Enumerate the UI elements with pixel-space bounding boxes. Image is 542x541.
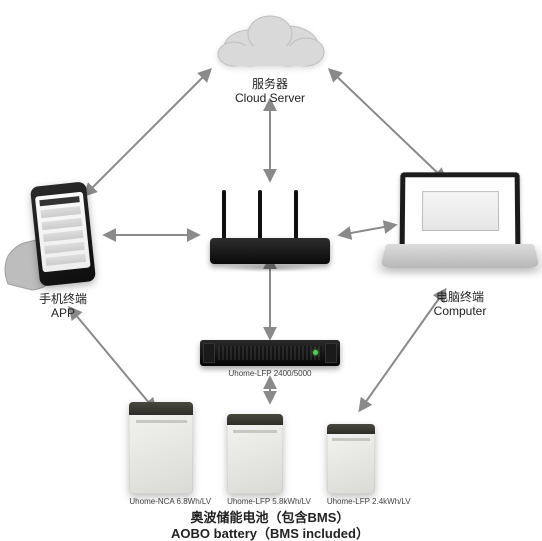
battery-3-icon (327, 424, 375, 494)
cloud-icon (210, 6, 330, 72)
arrow-phone-batteries (70, 308, 155, 410)
batteries-title-en: AOBO battery（BMS included） (110, 526, 430, 541)
diagram-canvas: 服务器 Cloud Server 手机终端 APP 电脑终 (0, 0, 542, 531)
arrow-cloud-laptop (330, 70, 445, 180)
battery-1-icon (129, 402, 193, 494)
cloud-server-node: 服务器 Cloud Server (200, 6, 340, 106)
phone-label-cn: 手机终端 (18, 292, 108, 306)
rack-node: Uhome-LFP 2400/5000 (200, 340, 340, 378)
batteries-node: Uhome-NCA 6.8Wh/LV Uhome-LFP 5.8kWh/LV U… (110, 402, 430, 541)
battery-2-icon (227, 414, 283, 494)
batteries-title-cn: 奥波储能电池（包含BMS） (110, 510, 430, 526)
laptop-label-en: Computer (380, 304, 540, 318)
cloud-label-cn: 服务器 (200, 77, 340, 91)
battery-3-label: Uhome-LFP 2.4kWh/LV (327, 497, 411, 506)
router-node (200, 188, 340, 264)
laptop-icon (380, 172, 540, 286)
cloud-label-en: Cloud Server (200, 91, 340, 105)
phone-icon (30, 181, 96, 286)
rack-label: Uhome-LFP 2400/5000 (200, 369, 340, 378)
batteries-row: Uhome-NCA 6.8Wh/LV Uhome-LFP 5.8kWh/LV U… (110, 402, 430, 506)
router-icon (200, 188, 340, 264)
rack-icon (200, 340, 340, 366)
phone-node: 手机终端 APP (18, 184, 108, 321)
battery-2-label: Uhome-LFP 5.8kWh/LV (227, 497, 311, 506)
laptop-node: 电脑终端 Computer (380, 172, 540, 319)
phone-label-en: APP (18, 306, 108, 320)
laptop-label-cn: 电脑终端 (380, 290, 540, 304)
battery-1-label: Uhome-NCA 6.8Wh/LV (129, 497, 211, 506)
arrow-cloud-phone (85, 70, 210, 195)
